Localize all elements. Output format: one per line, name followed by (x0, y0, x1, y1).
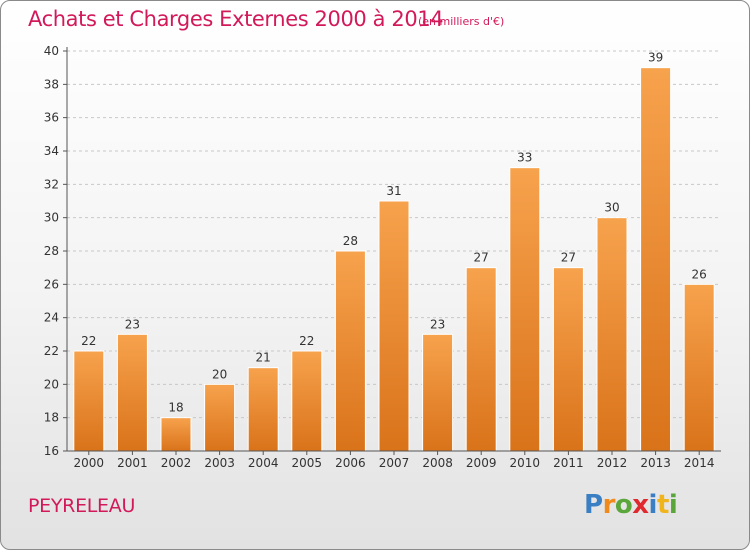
logo-letter: x (632, 490, 649, 520)
data-label: 20 (212, 367, 227, 381)
x-tick-label: 2001 (117, 456, 148, 470)
data-label: 22 (81, 334, 96, 348)
data-label: 33 (517, 151, 532, 165)
bar (291, 350, 323, 452)
y-tick-label: 28 (44, 244, 59, 258)
bar (378, 200, 410, 452)
y-tick-label: 20 (44, 377, 59, 391)
x-tick-label: 2002 (161, 456, 192, 470)
x-tick-label: 2008 (422, 456, 453, 470)
bar (596, 217, 628, 452)
logo-letter: P (584, 490, 603, 520)
y-tick-label: 26 (44, 277, 59, 291)
y-tick-label: 18 (44, 411, 59, 425)
y-tick-label: 40 (44, 44, 59, 58)
bar (116, 333, 148, 452)
data-label: 27 (474, 251, 489, 265)
chart-subtitle: (en milliers d'€) (418, 15, 505, 28)
data-label: 28 (343, 234, 358, 248)
bar (334, 250, 366, 452)
label-layer: 22 23 18 20 21 22 28 31 23 27 33 27 30 39 26 (81, 51, 707, 415)
x-tick-label: 2011 (553, 456, 584, 470)
logo-letter: i (668, 490, 678, 520)
bar (247, 367, 279, 452)
x-tick-label: 2007 (379, 456, 410, 470)
proxiti-logo[interactable]: Proxiti (584, 490, 678, 520)
x-tick-label: 2004 (248, 456, 279, 470)
x-tick-label: 2006 (335, 456, 366, 470)
data-label: 31 (386, 184, 401, 198)
bar (73, 350, 105, 452)
y-tick-label: 34 (44, 144, 59, 158)
x-tick-label: 2000 (74, 456, 105, 470)
data-label: 21 (256, 351, 271, 365)
y-tick-label: 22 (44, 344, 59, 358)
x-tick-label: 2013 (640, 456, 671, 470)
chart-title: Achats et Charges Externes 2000 à 2014 (28, 7, 444, 31)
x-tick-label: 2005 (292, 456, 323, 470)
data-label: 30 (604, 201, 619, 215)
bar (640, 67, 672, 452)
x-tick-label: 2010 (510, 456, 541, 470)
data-label: 27 (561, 251, 576, 265)
y-tick-label: 16 (44, 444, 59, 458)
y-tick-label: 36 (44, 111, 59, 125)
data-label: 22 (299, 334, 314, 348)
logo-letter: i (648, 490, 658, 520)
logo-letter: t (656, 490, 669, 520)
logo-letter: r (602, 490, 616, 520)
bar (509, 167, 541, 452)
y-tick-label: 30 (44, 211, 59, 225)
data-label: 39 (648, 51, 663, 65)
logo-letter: o (614, 490, 633, 520)
data-label: 18 (168, 401, 183, 415)
x-tick-label: 2003 (204, 456, 235, 470)
x-tick-label: 2009 (466, 456, 497, 470)
x-tick-label: 2014 (684, 456, 715, 470)
bar (683, 283, 715, 452)
place-name: PEYRELEAU (28, 495, 136, 517)
bar (422, 333, 454, 452)
bar-layer (73, 67, 715, 452)
axis-layer: 16 18 20 22 24 26 28 30 32 34 36 38 40 2000 2001 2002 20… (44, 44, 721, 470)
data-label: 26 (692, 267, 707, 281)
bar (465, 267, 497, 452)
y-tick-label: 38 (44, 77, 59, 91)
bar (204, 383, 236, 452)
y-tick-label: 24 (44, 311, 59, 325)
x-tick-label: 2012 (597, 456, 628, 470)
data-label: 23 (430, 317, 445, 331)
bar (160, 417, 192, 452)
bar (552, 267, 584, 452)
data-label: 23 (125, 317, 140, 331)
y-tick-label: 32 (44, 177, 59, 191)
